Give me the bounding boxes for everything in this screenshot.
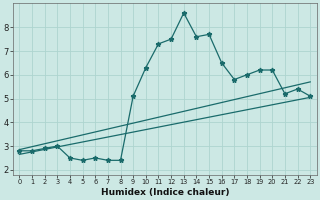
X-axis label: Humidex (Indice chaleur): Humidex (Indice chaleur) xyxy=(100,188,229,197)
